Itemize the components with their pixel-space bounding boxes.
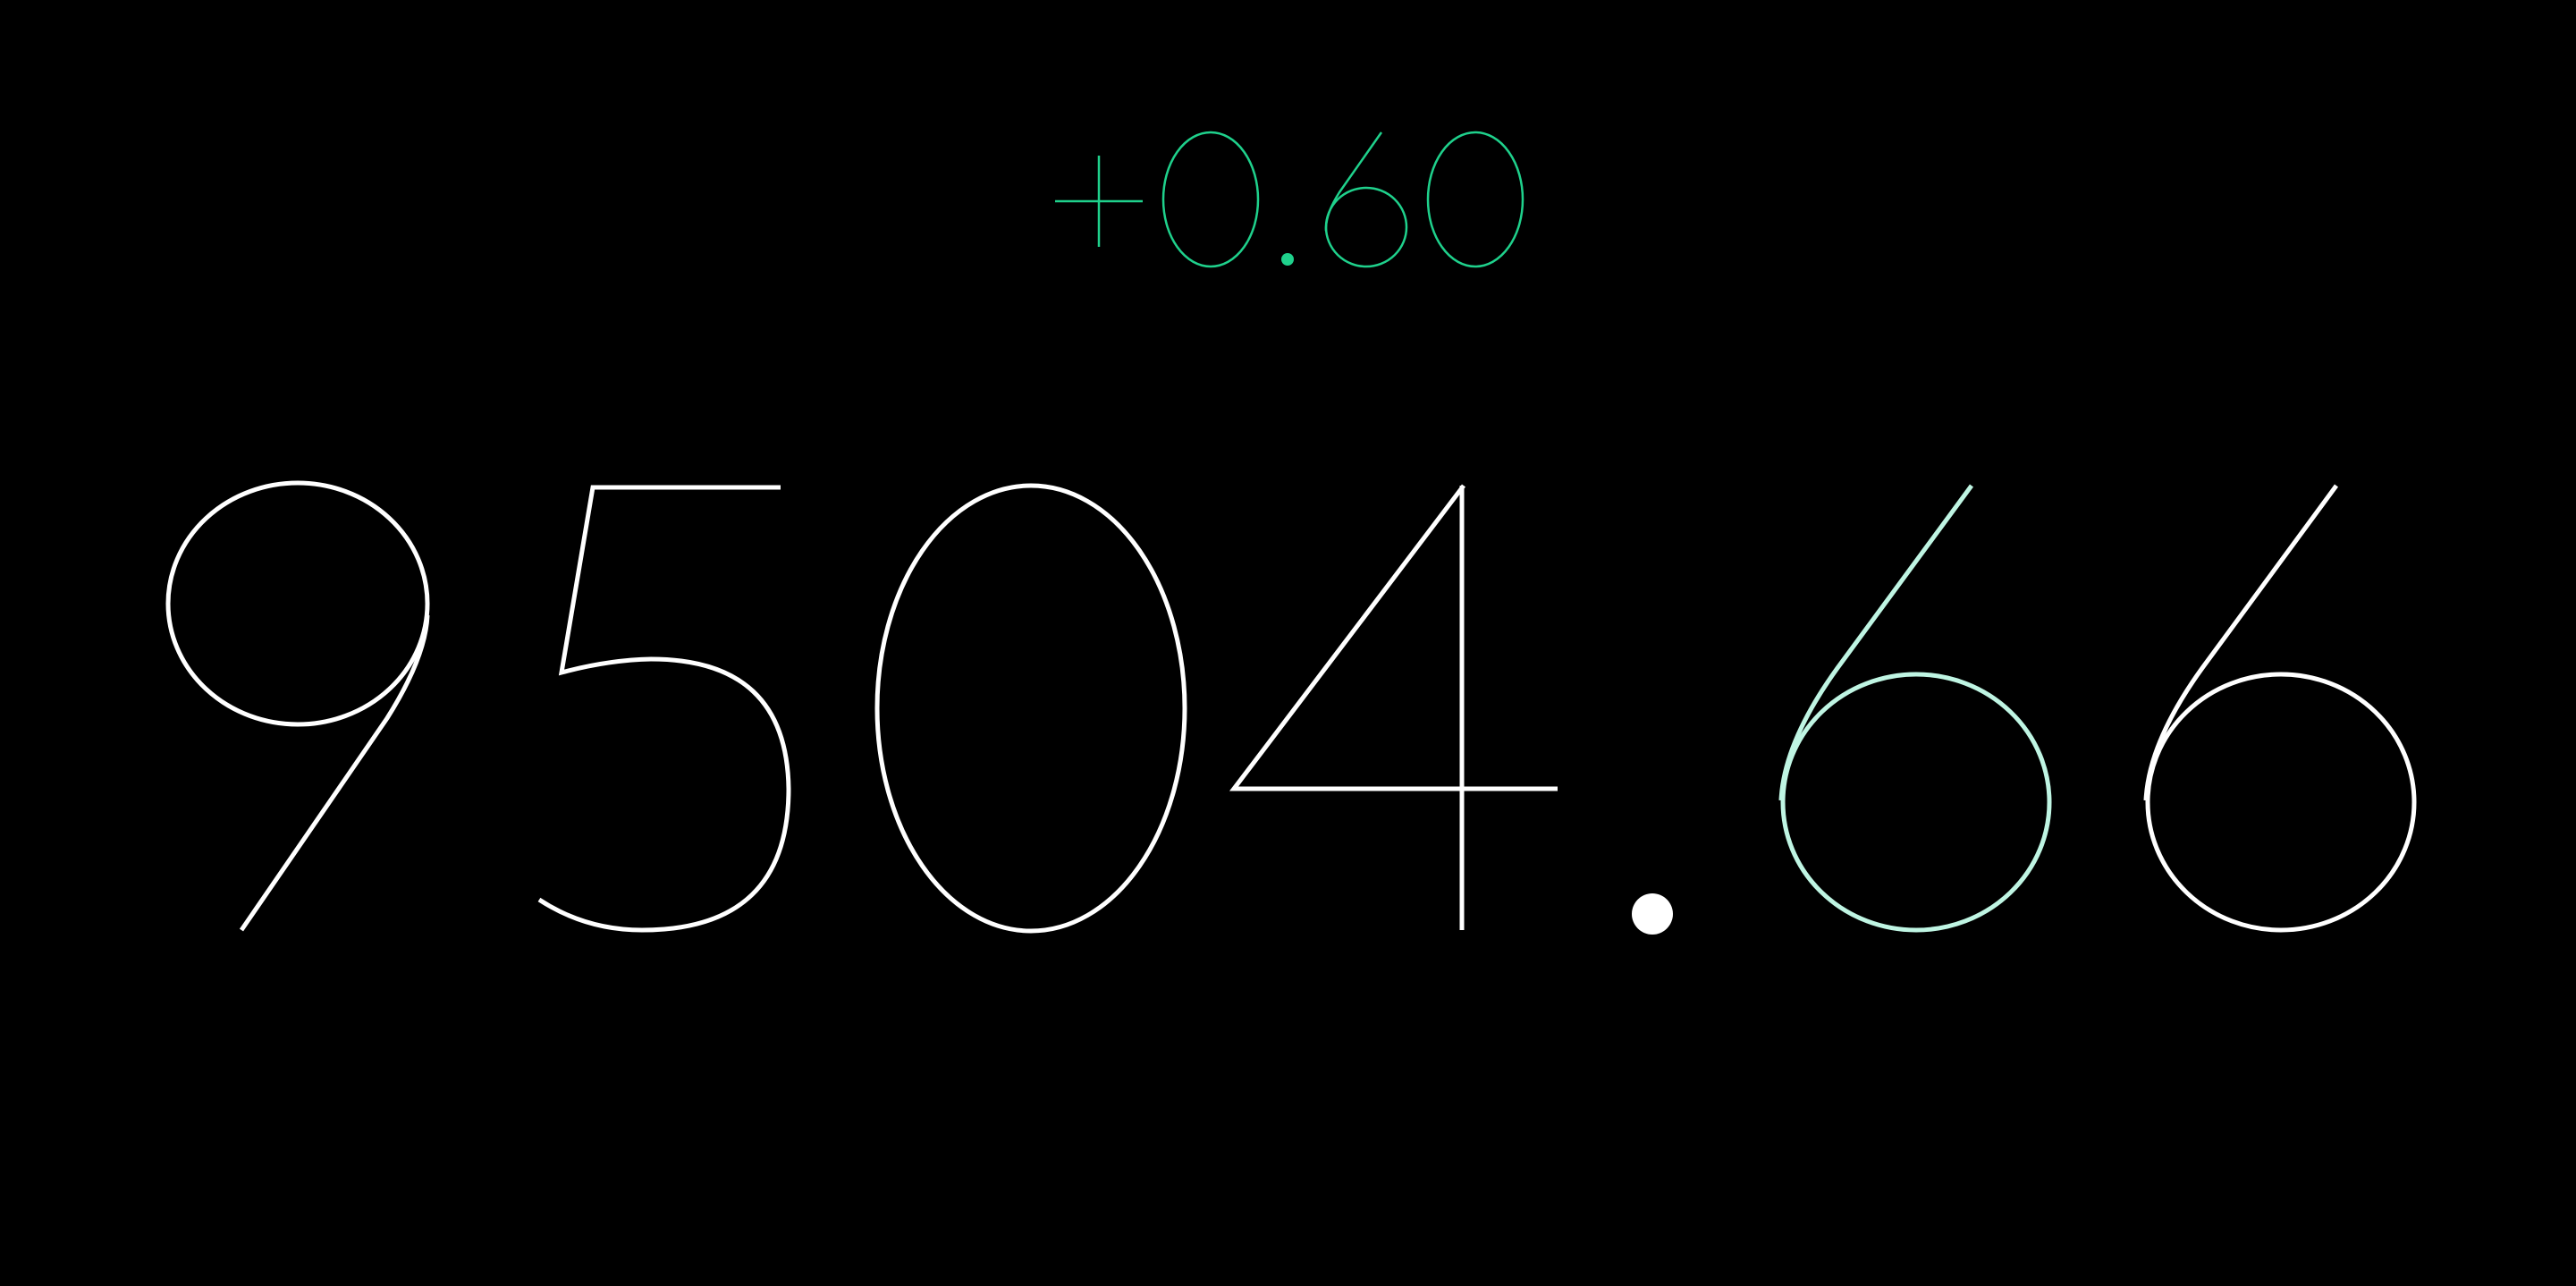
price-digit-6-highlighted: [1778, 484, 2052, 933]
price-digit-6: [2143, 484, 2417, 933]
price-digit-9: [165, 480, 430, 932]
change-digit-0-second: [1426, 131, 1524, 268]
price-change-value: [1055, 131, 1524, 268]
change-digit-6: [1324, 131, 1408, 268]
price-value: [165, 480, 2417, 935]
change-decimal-point: [1281, 253, 1294, 266]
price-digit-0: [874, 483, 1187, 934]
price-digit-4: [1229, 484, 1558, 930]
change-plus-sign: [1055, 156, 1143, 247]
price-digit-5: [537, 485, 791, 933]
change-digit-0: [1161, 131, 1260, 268]
price-decimal-point: [1632, 893, 1673, 935]
